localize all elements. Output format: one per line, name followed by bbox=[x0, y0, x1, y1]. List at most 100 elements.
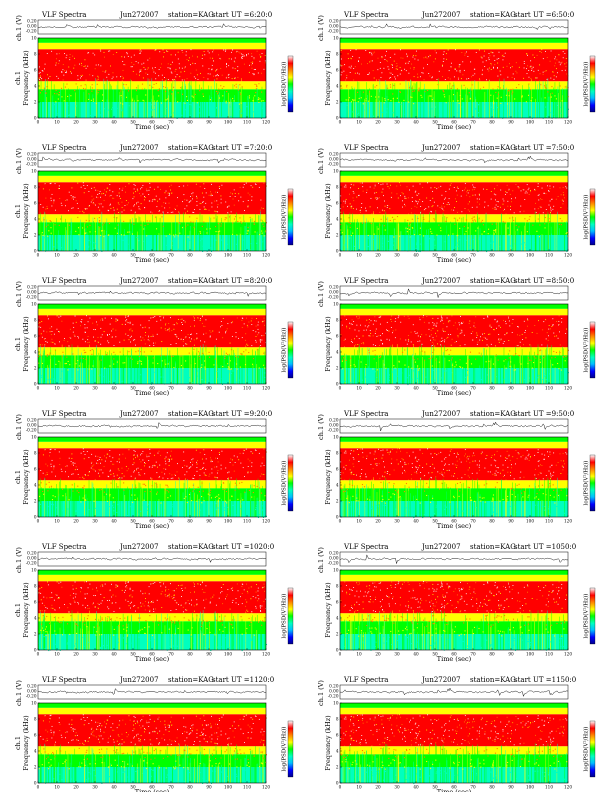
speckle bbox=[104, 189, 105, 190]
speckle bbox=[556, 321, 557, 322]
mottle bbox=[249, 95, 250, 96]
speckle bbox=[43, 188, 44, 189]
speckle bbox=[69, 59, 70, 60]
speckle bbox=[184, 67, 185, 68]
speckle bbox=[166, 457, 167, 458]
speckle bbox=[512, 77, 513, 78]
speckle bbox=[121, 202, 122, 203]
speckle bbox=[199, 475, 200, 476]
speckle bbox=[233, 199, 234, 200]
mottle bbox=[137, 361, 138, 362]
streak bbox=[506, 88, 507, 118]
mottle bbox=[516, 225, 517, 226]
mottle bbox=[433, 349, 434, 350]
streak bbox=[416, 82, 417, 118]
mottle bbox=[123, 84, 124, 85]
mottle bbox=[533, 111, 534, 112]
mottle bbox=[418, 370, 419, 371]
speckle bbox=[59, 185, 60, 186]
mottle bbox=[109, 223, 110, 224]
streak bbox=[393, 219, 394, 251]
speckle bbox=[74, 58, 75, 59]
speckle bbox=[521, 190, 522, 191]
mottle bbox=[430, 237, 431, 238]
mottle bbox=[550, 112, 551, 113]
mottle bbox=[239, 84, 240, 85]
speckle bbox=[50, 76, 51, 77]
mottle bbox=[473, 239, 474, 240]
speckle bbox=[107, 188, 108, 189]
streak bbox=[80, 362, 81, 384]
speckle bbox=[491, 191, 492, 192]
speckle bbox=[172, 62, 173, 63]
speckle bbox=[187, 59, 188, 60]
mottle bbox=[61, 96, 62, 97]
mottle bbox=[219, 375, 220, 376]
mottle bbox=[206, 232, 207, 233]
speckle bbox=[88, 321, 89, 322]
speckle bbox=[202, 459, 203, 460]
speckle bbox=[340, 195, 341, 196]
streak bbox=[548, 212, 549, 251]
mottle bbox=[149, 85, 150, 86]
streak bbox=[473, 220, 474, 251]
mottle bbox=[460, 95, 461, 96]
streak bbox=[412, 86, 413, 118]
mottle bbox=[444, 94, 445, 95]
mottle bbox=[100, 235, 101, 236]
speckle bbox=[175, 334, 176, 335]
mottle bbox=[453, 94, 454, 95]
speckle bbox=[148, 339, 149, 340]
speckle bbox=[149, 183, 150, 184]
speckle bbox=[167, 51, 168, 52]
mottle bbox=[353, 373, 354, 374]
speckle bbox=[450, 185, 451, 186]
speckle bbox=[179, 186, 180, 187]
speckle bbox=[70, 329, 71, 330]
speckle bbox=[405, 62, 406, 63]
mottle bbox=[545, 107, 546, 108]
mottle bbox=[486, 105, 487, 106]
speckle bbox=[453, 325, 454, 326]
speckle bbox=[363, 343, 364, 344]
streak bbox=[144, 100, 145, 118]
streak bbox=[366, 82, 367, 118]
speckle bbox=[401, 57, 402, 58]
mottle bbox=[385, 100, 386, 101]
speckle bbox=[457, 187, 458, 188]
speckle bbox=[550, 201, 551, 202]
mottle bbox=[552, 364, 553, 365]
speckle bbox=[88, 336, 89, 337]
streak bbox=[411, 357, 412, 384]
mottle bbox=[540, 359, 541, 360]
speckle bbox=[86, 208, 87, 209]
streak bbox=[204, 497, 205, 517]
streak bbox=[555, 216, 556, 251]
trace-axis-label: ch.1 (V) bbox=[15, 281, 23, 307]
streak bbox=[477, 212, 478, 251]
mottle bbox=[138, 350, 139, 351]
speckle bbox=[49, 189, 50, 190]
speckle bbox=[145, 73, 146, 74]
mottle bbox=[540, 362, 541, 363]
x-tick-label: 40 bbox=[413, 386, 419, 391]
mottle bbox=[410, 249, 411, 250]
speckle bbox=[81, 319, 82, 320]
speckle bbox=[550, 78, 551, 79]
speckle bbox=[382, 333, 383, 334]
speckle bbox=[205, 474, 206, 475]
mottle bbox=[228, 369, 229, 370]
mottle bbox=[222, 370, 223, 371]
streak bbox=[167, 348, 168, 384]
speckle bbox=[159, 316, 160, 317]
speckle bbox=[147, 60, 148, 61]
mottle bbox=[187, 224, 188, 225]
streak bbox=[526, 235, 527, 251]
mottle bbox=[553, 351, 554, 352]
streak bbox=[417, 90, 418, 118]
speckle bbox=[500, 327, 501, 328]
speckle bbox=[417, 341, 418, 342]
streak bbox=[159, 233, 160, 251]
mottle bbox=[152, 109, 153, 110]
streak bbox=[65, 86, 66, 118]
